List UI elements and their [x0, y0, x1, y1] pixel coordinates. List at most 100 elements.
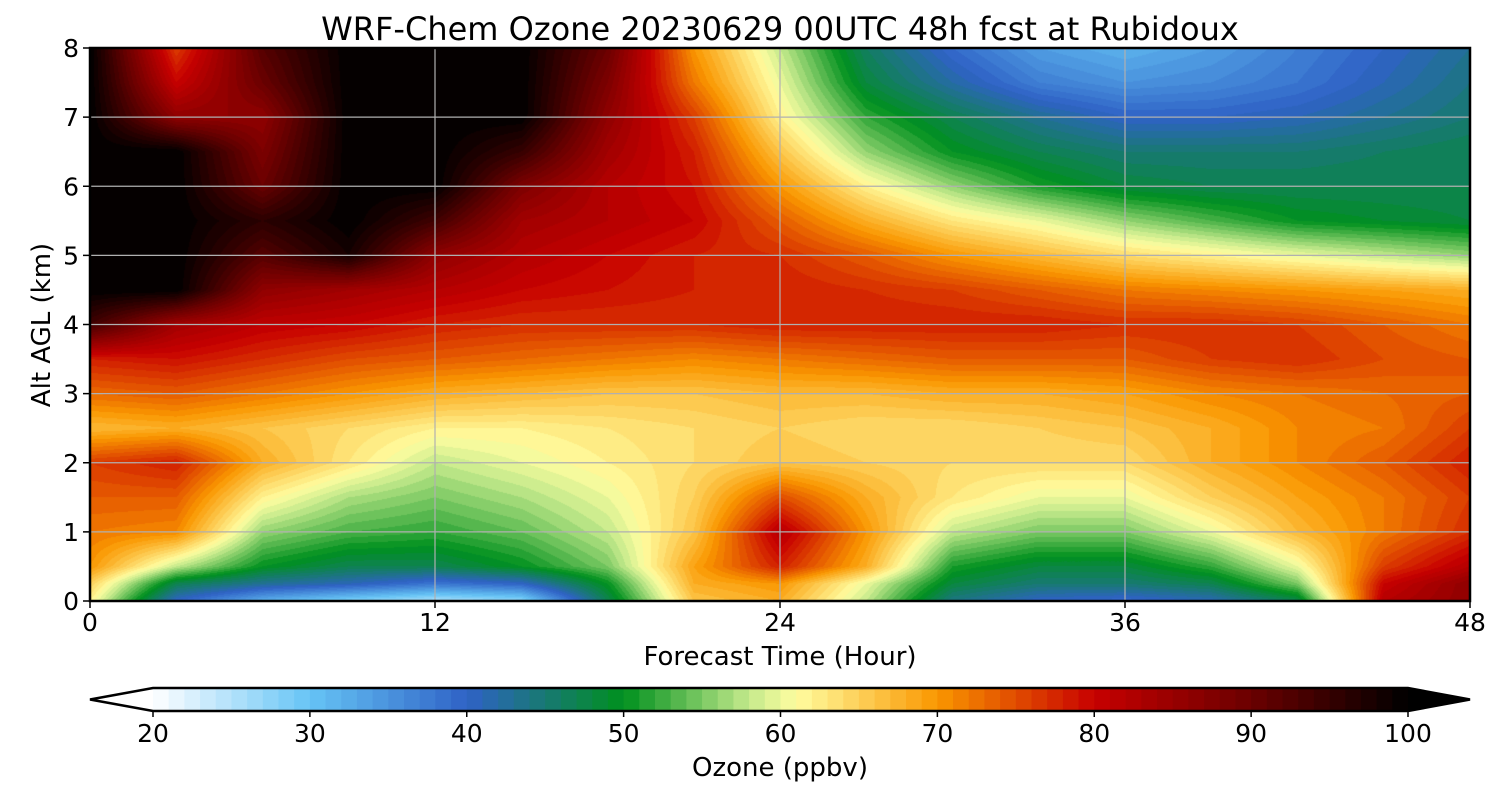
colorbar-cell [1345, 688, 1362, 711]
colorbar-cell [231, 688, 248, 711]
colorbar-cell [827, 688, 844, 711]
colorbar-cell [1219, 688, 1237, 711]
colorbar-cell [937, 688, 954, 711]
colorbar-cell [796, 688, 813, 711]
x-tick-label: 12 [419, 608, 451, 637]
colorbar-cell [1047, 688, 1064, 711]
colorbar-cell [607, 688, 625, 711]
colorbar-cell [451, 688, 468, 711]
colorbar-cell [1015, 688, 1033, 711]
colorbar-cell [1141, 688, 1158, 711]
colorbar-cell [1094, 688, 1111, 711]
chart-title: WRF-Chem Ozone 20230629 00UTC 48h fcst a… [321, 10, 1239, 48]
colorbar-cell [890, 688, 907, 711]
colorbar-cell [545, 688, 562, 711]
colorbar-cell [639, 688, 656, 711]
y-tick-label: 4 [63, 311, 79, 340]
colorbar-cell [968, 688, 986, 711]
colorbar-tick-label: 90 [1235, 719, 1267, 748]
colorbar-cell [466, 688, 484, 711]
colorbar-cell [1329, 688, 1346, 711]
colorbar-cell [184, 688, 201, 711]
colorbar-cell [372, 688, 389, 711]
colorbar-cell [215, 688, 233, 711]
colorbar-cell [309, 688, 327, 711]
colorbar-tick-label: 50 [608, 719, 640, 748]
colorbar-cell [1000, 688, 1017, 711]
colorbar-cell [247, 688, 264, 711]
colorbar-cell [1125, 688, 1142, 711]
colorbar-tick-label: 30 [294, 719, 326, 748]
x-tick-label: 48 [1454, 608, 1486, 637]
colorbar-cell [404, 688, 421, 711]
colorbar-cell [1251, 688, 1268, 711]
colorbar-cell [1282, 688, 1299, 711]
colorbar-cell [780, 688, 797, 711]
y-axis: 0 1 2 3 4 5 6 7 8 [63, 34, 90, 616]
colorbar-cell [764, 688, 782, 711]
y-tick-label: 0 [63, 587, 79, 616]
colorbar-cell [733, 688, 750, 711]
colorbar-tick-label: 60 [765, 719, 797, 748]
colorbar-cell [921, 688, 938, 711]
colorbar: 20 30 40 50 60 70 80 90 100 Ozone (ppbv) [89, 686, 1471, 783]
colorbar-cell [1266, 688, 1284, 711]
colorbar-label: Ozone (ppbv) [692, 753, 868, 783]
colorbar-cell [513, 688, 531, 711]
colorbar-cell [1157, 688, 1174, 711]
colorbar-cell [356, 688, 374, 711]
colorbar-cell [906, 688, 923, 711]
y-tick-label: 8 [63, 34, 79, 63]
colorbar-cell [843, 688, 860, 711]
x-axis-label: Forecast Time (Hour) [643, 642, 916, 672]
colorbar-cell [623, 688, 640, 711]
colorbar-tick-label: 70 [921, 719, 953, 748]
colorbar-cell [686, 688, 703, 711]
x-tick-label: 24 [764, 608, 796, 637]
colorbar-low-extension [90, 688, 153, 711]
colorbar-cell [1109, 688, 1127, 711]
y-tick-label: 3 [63, 380, 79, 409]
colorbar-cell [482, 688, 499, 711]
colorbar-cell [1313, 688, 1331, 711]
colorbar-cell [858, 688, 876, 711]
colorbar-cell [953, 688, 970, 711]
colorbar-cell [1298, 688, 1315, 711]
colorbar-cell [1172, 688, 1189, 711]
colorbar-cell [1188, 688, 1205, 711]
colorbar-cell [1392, 688, 1409, 711]
y-tick-label: 2 [63, 449, 79, 478]
x-tick-label: 0 [82, 608, 98, 637]
y-tick-label: 7 [63, 103, 79, 132]
colorbar-cell [294, 688, 311, 711]
colorbar-tick-label: 40 [451, 719, 483, 748]
colorbar-cell [529, 688, 546, 711]
colorbar-cell [1376, 688, 1393, 711]
x-axis: 0 12 24 36 48 [82, 601, 1486, 637]
colorbar-high-extension [1408, 688, 1470, 711]
colorbar-cell [874, 688, 891, 711]
y-tick-label: 5 [63, 241, 79, 270]
colorbar-cell [811, 688, 829, 711]
colorbar-cell [560, 688, 578, 711]
colorbar-tick-label: 20 [137, 719, 169, 748]
colorbar-cell [1204, 688, 1221, 711]
colorbar-cell [1235, 688, 1252, 711]
colorbar-cell [592, 688, 609, 711]
colorbar-cell [388, 688, 405, 711]
colorbar-cell [984, 688, 1001, 711]
y-axis-label: Alt AGL (km) [27, 243, 57, 407]
y-tick-label: 1 [63, 518, 79, 547]
colorbar-cell [200, 688, 217, 711]
y-tick-label: 6 [63, 172, 79, 201]
colorbar-cell [1062, 688, 1080, 711]
colorbar-cell [325, 688, 342, 711]
colorbar-cell [168, 688, 185, 711]
colorbar-cell [278, 688, 295, 711]
colorbar-cell [262, 688, 280, 711]
colorbar-cell [153, 688, 170, 711]
colorbar-cell [670, 688, 687, 711]
colorbar-cell [435, 688, 452, 711]
colorbar-cell [717, 688, 735, 711]
